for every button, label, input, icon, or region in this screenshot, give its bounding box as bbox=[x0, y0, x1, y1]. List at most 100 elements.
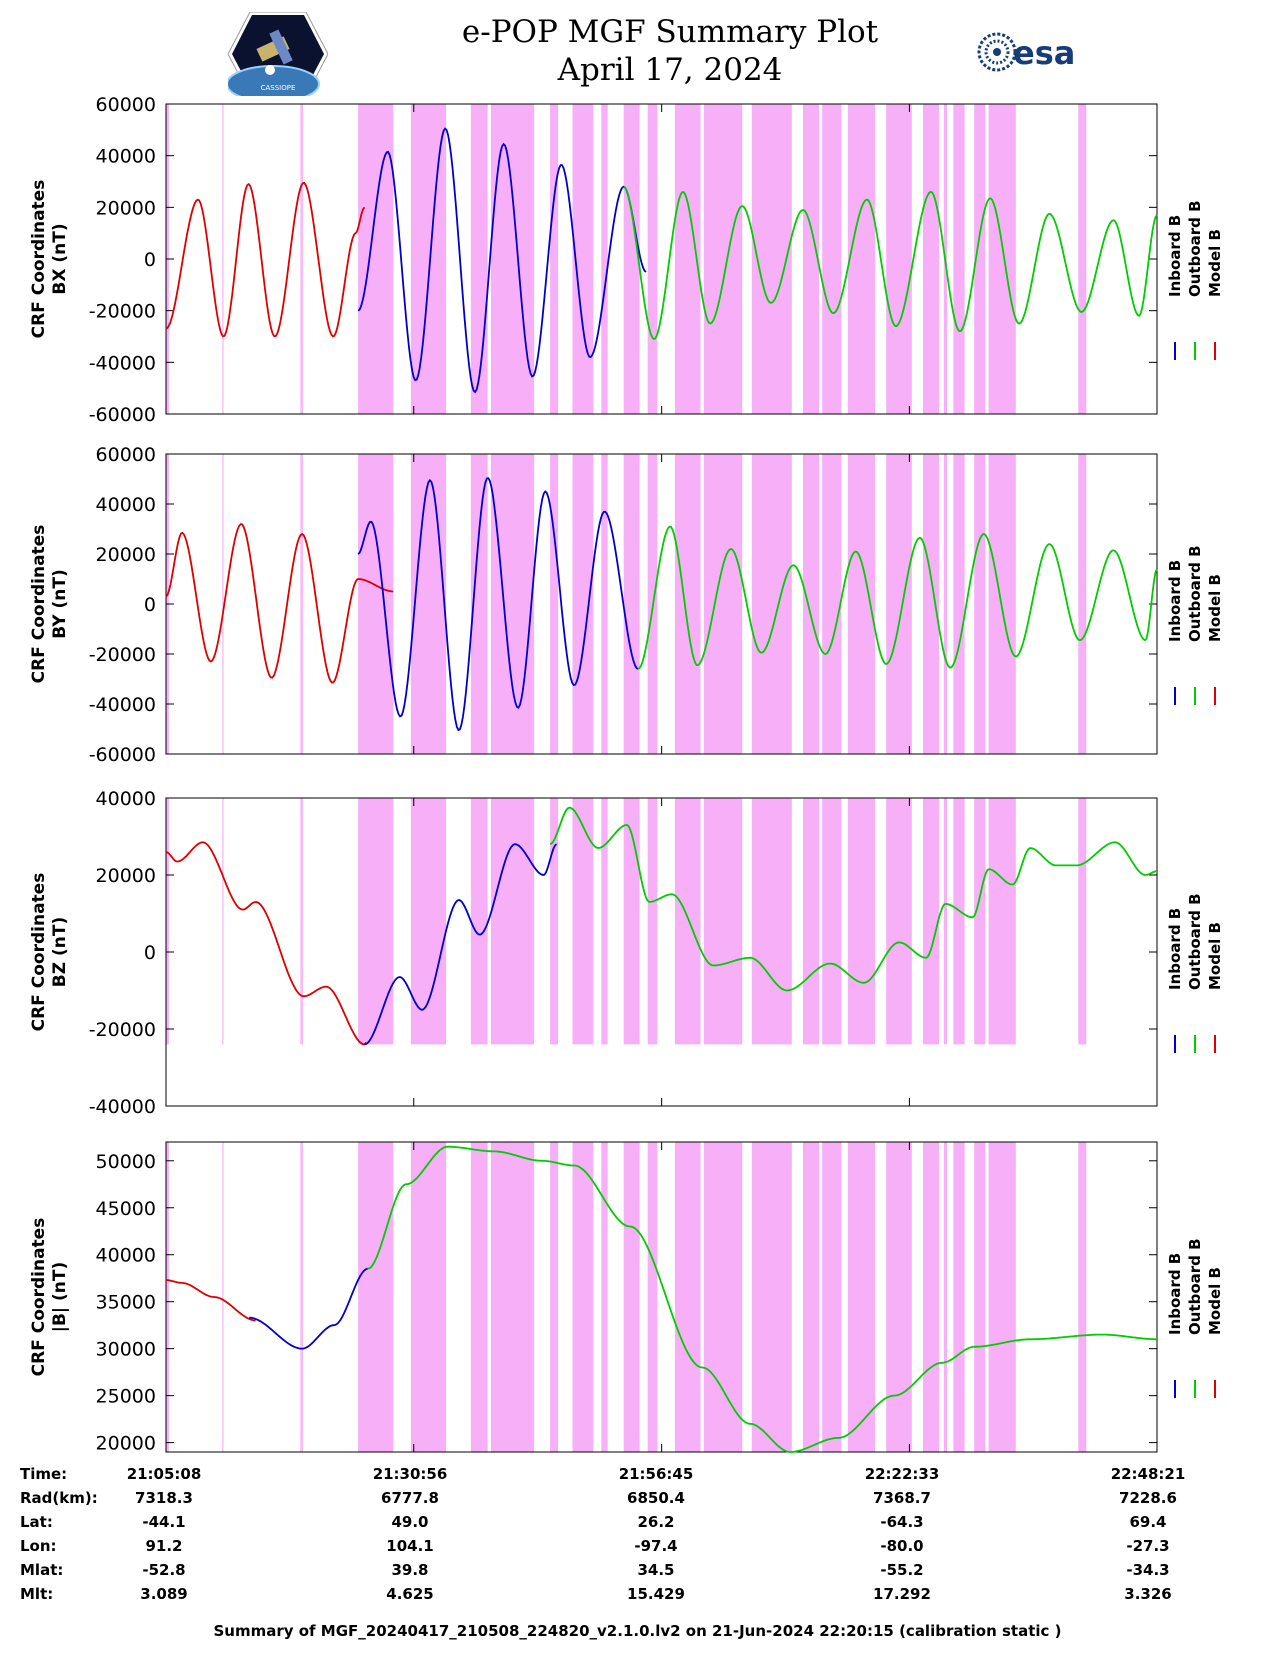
y-tick-label: 20000 bbox=[96, 1433, 156, 1455]
ephem-rad: 6777.8 bbox=[381, 1489, 439, 1507]
shaded-interval bbox=[886, 1142, 912, 1452]
series-inboard bbox=[357, 477, 639, 732]
ephem-mlat: 34.5 bbox=[637, 1561, 675, 1579]
legend-label: Model B bbox=[1206, 229, 1224, 297]
y-tick-label: -40000 bbox=[89, 1096, 156, 1118]
ephem-label-mlat: Mlat: bbox=[20, 1561, 64, 1579]
legend-label: Outboard B bbox=[1186, 893, 1204, 990]
shaded-interval bbox=[222, 454, 224, 754]
legend-label: Inboard B bbox=[1166, 908, 1184, 990]
legend-label: Model B bbox=[1206, 574, 1224, 642]
legend-label: Outboard B bbox=[1186, 545, 1204, 642]
shaded-interval bbox=[300, 104, 302, 414]
shaded-interval bbox=[550, 454, 559, 754]
shaded-interval bbox=[751, 798, 792, 1045]
shaded-interval bbox=[943, 798, 947, 1045]
shaded-interval bbox=[222, 1142, 224, 1452]
ephem-label-lat: Lat: bbox=[20, 1513, 53, 1531]
y-tick-label: 45000 bbox=[96, 1198, 156, 1220]
shaded-interval bbox=[953, 798, 965, 1045]
y-axis-label-line: BZ (nT) bbox=[50, 917, 70, 987]
series-outboard bbox=[637, 525, 1158, 670]
y-axis-label-line: CRF Coordinates bbox=[29, 873, 49, 1032]
shaded-interval bbox=[550, 104, 559, 414]
shaded-interval bbox=[803, 798, 819, 1045]
shaded-interval bbox=[847, 798, 875, 1045]
y-tick-label: -20000 bbox=[89, 1019, 156, 1041]
ephem-mlat: 39.8 bbox=[391, 1561, 429, 1579]
shaded-interval bbox=[222, 798, 224, 1045]
shaded-interval bbox=[623, 798, 640, 1045]
series-outboard bbox=[549, 806, 1158, 992]
shaded-interval bbox=[703, 104, 743, 414]
shaded-interval bbox=[703, 798, 743, 1045]
shaded-interval bbox=[974, 798, 986, 1045]
ephem-label-lon: Lon: bbox=[20, 1537, 57, 1555]
shaded-interval bbox=[601, 454, 608, 754]
shaded-interval bbox=[674, 798, 701, 1045]
shaded-interval bbox=[572, 1142, 594, 1452]
plot-date: April 17, 2024 bbox=[557, 52, 783, 88]
ephem-mlt: 3.326 bbox=[1124, 1585, 1172, 1603]
legend-label: Model B bbox=[1206, 922, 1224, 990]
series-outboard bbox=[623, 185, 1158, 341]
shaded-interval bbox=[803, 104, 819, 414]
y-tick-label: -60000 bbox=[89, 404, 156, 426]
shaded-interval bbox=[1078, 104, 1087, 414]
shaded-interval bbox=[1078, 454, 1087, 754]
y-tick-label: 0 bbox=[144, 942, 156, 964]
shaded-interval bbox=[550, 798, 559, 1045]
y-tick-label: 30000 bbox=[96, 1339, 156, 1361]
plot-title: e-POP MGF Summary Plot bbox=[461, 14, 879, 50]
ephem-time: 21:05:08 bbox=[126, 1465, 202, 1483]
shaded-interval bbox=[674, 1142, 701, 1452]
y-tick-label: -20000 bbox=[89, 644, 156, 666]
shaded-interval bbox=[988, 104, 1016, 414]
y-tick-label: 20000 bbox=[96, 544, 156, 566]
y-tick-label: -20000 bbox=[89, 301, 156, 323]
shaded-interval bbox=[647, 1142, 658, 1452]
shaded-interval bbox=[847, 1142, 875, 1452]
y-tick-label: 20000 bbox=[96, 865, 156, 887]
shaded-interval bbox=[822, 454, 842, 754]
shaded-interval bbox=[847, 104, 875, 414]
shaded-interval bbox=[410, 104, 447, 414]
ephem-mlat: -34.3 bbox=[1126, 1561, 1170, 1579]
ephem-time: 22:22:33 bbox=[864, 1465, 940, 1483]
ephem-label-rad: Rad(km): bbox=[20, 1489, 98, 1507]
shaded-interval bbox=[822, 798, 842, 1045]
series-inboard bbox=[249, 1267, 368, 1350]
shaded-interval bbox=[300, 454, 302, 754]
ephem-lat: 69.4 bbox=[1129, 1513, 1167, 1531]
ephem-lon: -97.4 bbox=[634, 1537, 678, 1555]
ephem-time: 22:48:21 bbox=[1110, 1465, 1186, 1483]
shaded-interval bbox=[623, 454, 640, 754]
shaded-interval bbox=[572, 104, 594, 414]
y-axis-label: CRF CoordinatesBY (nT) bbox=[29, 525, 70, 684]
panel-1: 60000 40000 20000 0 -20000 -40000 -60000 CRF Co… bbox=[29, 94, 1224, 426]
shaded-interval bbox=[470, 104, 488, 414]
ephem-rad: 7228.6 bbox=[1119, 1489, 1177, 1507]
legend-label: Outboard B bbox=[1186, 200, 1204, 297]
shaded-interval bbox=[358, 798, 394, 1045]
shaded-interval bbox=[166, 798, 169, 1045]
shaded-interval bbox=[410, 798, 447, 1045]
y-tick-label: 20000 bbox=[96, 197, 156, 219]
shaded-interval bbox=[572, 798, 594, 1045]
summary-footer: Summary of MGF_20240417_210508_224820_v2… bbox=[213, 1622, 1062, 1640]
y-tick-label: 0 bbox=[144, 594, 156, 616]
shaded-interval bbox=[988, 798, 1016, 1045]
y-tick-label: 25000 bbox=[96, 1386, 156, 1408]
legend-label: Outboard B bbox=[1186, 1238, 1204, 1335]
ephem-lon: 91.2 bbox=[145, 1537, 183, 1555]
shaded-interval bbox=[886, 454, 912, 754]
ephem-lat: 26.2 bbox=[637, 1513, 675, 1531]
y-axis-label-line: CRF Coordinates bbox=[29, 1218, 49, 1377]
shaded-interval bbox=[490, 104, 535, 414]
shaded-interval bbox=[822, 1142, 842, 1452]
cassiope-mission-logo: CASSIOPE bbox=[228, 12, 328, 96]
shaded-interval bbox=[301, 104, 303, 414]
shaded-interval bbox=[923, 454, 939, 754]
shaded-interval bbox=[953, 454, 965, 754]
shaded-interval bbox=[822, 104, 842, 414]
